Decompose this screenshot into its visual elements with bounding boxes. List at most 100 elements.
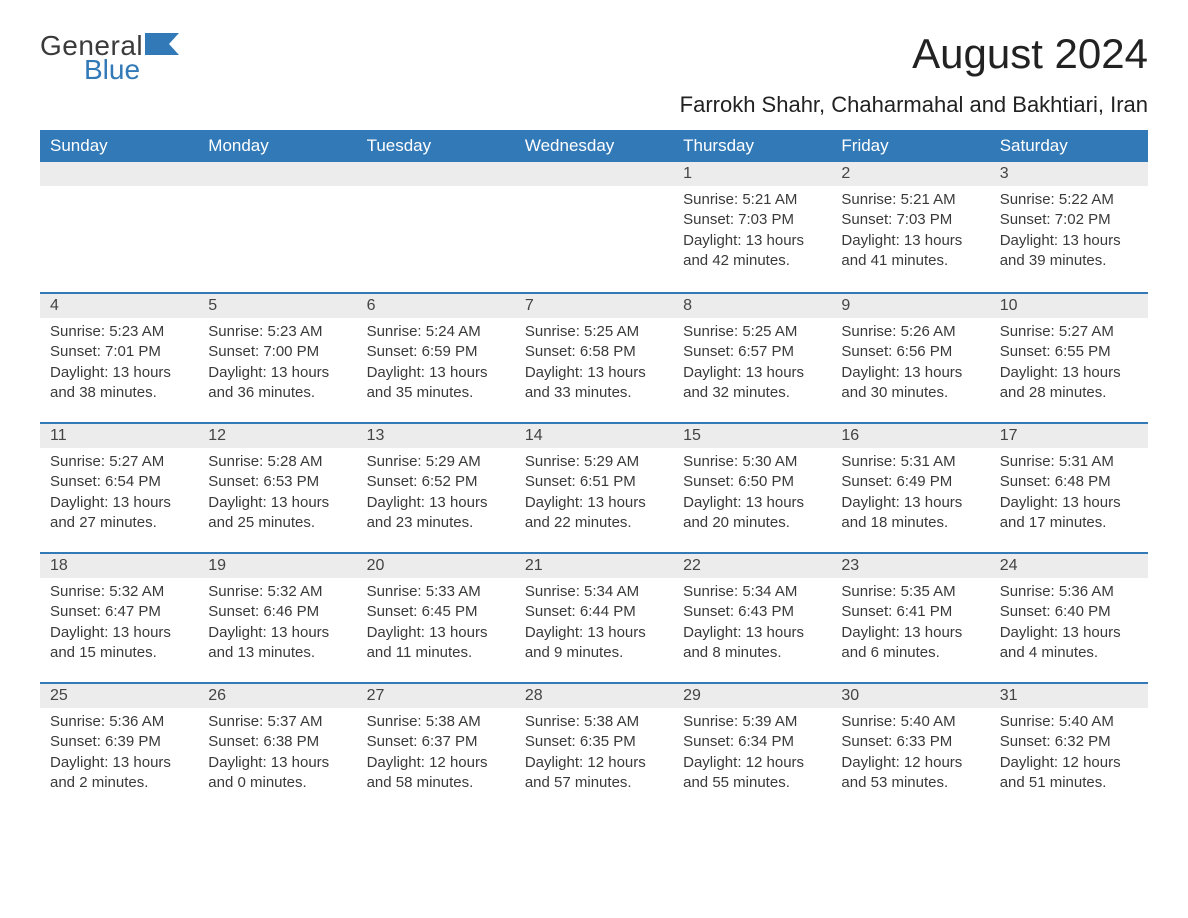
sunset-text: Sunset: 6:53 PM: [208, 472, 346, 492]
daylight-text: Daylight: 13 hours and 18 minutes.: [841, 493, 979, 534]
day-details: Sunrise: 5:29 AMSunset: 6:52 PMDaylight:…: [357, 448, 515, 543]
calendar-day-cell: 7Sunrise: 5:25 AMSunset: 6:58 PMDaylight…: [515, 292, 673, 422]
daylight-text: Daylight: 13 hours and 6 minutes.: [841, 623, 979, 664]
calendar-day-cell: 24Sunrise: 5:36 AMSunset: 6:40 PMDayligh…: [990, 552, 1148, 682]
day-number: 2: [831, 162, 989, 186]
day-number: 9: [831, 292, 989, 318]
sunrise-text: Sunrise: 5:21 AM: [683, 190, 821, 210]
daylight-text: Daylight: 13 hours and 20 minutes.: [683, 493, 821, 534]
sunrise-text: Sunrise: 5:29 AM: [525, 452, 663, 472]
sunset-text: Sunset: 7:00 PM: [208, 342, 346, 362]
day-details: Sunrise: 5:27 AMSunset: 6:54 PMDaylight:…: [40, 448, 198, 543]
day-details: Sunrise: 5:25 AMSunset: 6:58 PMDaylight:…: [515, 318, 673, 413]
daylight-text: Daylight: 12 hours and 55 minutes.: [683, 753, 821, 794]
calendar-week-row: 1Sunrise: 5:21 AMSunset: 7:03 PMDaylight…: [40, 162, 1148, 292]
sunrise-text: Sunrise: 5:36 AM: [1000, 582, 1138, 602]
sunrise-text: Sunrise: 5:21 AM: [841, 190, 979, 210]
day-number: 21: [515, 552, 673, 578]
daylight-text: Daylight: 13 hours and 39 minutes.: [1000, 231, 1138, 272]
day-details: Sunrise: 5:36 AMSunset: 6:40 PMDaylight:…: [990, 578, 1148, 673]
calendar-day-cell: 17Sunrise: 5:31 AMSunset: 6:48 PMDayligh…: [990, 422, 1148, 552]
header: General Blue August 2024: [40, 30, 1148, 86]
sunrise-text: Sunrise: 5:35 AM: [841, 582, 979, 602]
sunrise-text: Sunrise: 5:27 AM: [1000, 322, 1138, 342]
calendar-day-cell: 14Sunrise: 5:29 AMSunset: 6:51 PMDayligh…: [515, 422, 673, 552]
daylight-text: Daylight: 13 hours and 4 minutes.: [1000, 623, 1138, 664]
day-number: 10: [990, 292, 1148, 318]
sunrise-text: Sunrise: 5:33 AM: [367, 582, 505, 602]
day-number-empty: [357, 162, 515, 186]
day-details: Sunrise: 5:23 AMSunset: 7:01 PMDaylight:…: [40, 318, 198, 413]
sunset-text: Sunset: 6:43 PM: [683, 602, 821, 622]
calendar-day-cell: 3Sunrise: 5:22 AMSunset: 7:02 PMDaylight…: [990, 162, 1148, 292]
sunrise-text: Sunrise: 5:32 AM: [50, 582, 188, 602]
calendar-day-cell: 12Sunrise: 5:28 AMSunset: 6:53 PMDayligh…: [198, 422, 356, 552]
day-number: 25: [40, 682, 198, 708]
day-details: Sunrise: 5:40 AMSunset: 6:32 PMDaylight:…: [990, 708, 1148, 803]
sunset-text: Sunset: 6:32 PM: [1000, 732, 1138, 752]
sunset-text: Sunset: 7:01 PM: [50, 342, 188, 362]
sunrise-text: Sunrise: 5:26 AM: [841, 322, 979, 342]
day-details: Sunrise: 5:32 AMSunset: 6:46 PMDaylight:…: [198, 578, 356, 673]
daylight-text: Daylight: 13 hours and 2 minutes.: [50, 753, 188, 794]
sunrise-text: Sunrise: 5:29 AM: [367, 452, 505, 472]
sunset-text: Sunset: 6:48 PM: [1000, 472, 1138, 492]
weekday-header: Saturday: [990, 130, 1148, 162]
sunrise-text: Sunrise: 5:24 AM: [367, 322, 505, 342]
day-number: 20: [357, 552, 515, 578]
logo-flag-icon: [145, 33, 179, 60]
sunset-text: Sunset: 6:57 PM: [683, 342, 821, 362]
day-number: 16: [831, 422, 989, 448]
daylight-text: Daylight: 13 hours and 36 minutes.: [208, 363, 346, 404]
calendar-week-row: 4Sunrise: 5:23 AMSunset: 7:01 PMDaylight…: [40, 292, 1148, 422]
day-details: Sunrise: 5:38 AMSunset: 6:35 PMDaylight:…: [515, 708, 673, 803]
day-details: Sunrise: 5:21 AMSunset: 7:03 PMDaylight:…: [673, 186, 831, 281]
sunrise-text: Sunrise: 5:40 AM: [1000, 712, 1138, 732]
calendar-day-cell: 18Sunrise: 5:32 AMSunset: 6:47 PMDayligh…: [40, 552, 198, 682]
day-number: 8: [673, 292, 831, 318]
day-number-empty: [198, 162, 356, 186]
calendar-day-cell: [357, 162, 515, 292]
page-title: August 2024: [912, 30, 1148, 78]
sunrise-text: Sunrise: 5:37 AM: [208, 712, 346, 732]
sunset-text: Sunset: 6:50 PM: [683, 472, 821, 492]
sunset-text: Sunset: 7:03 PM: [683, 210, 821, 230]
weekday-header-row: Sunday Monday Tuesday Wednesday Thursday…: [40, 130, 1148, 162]
daylight-text: Daylight: 13 hours and 41 minutes.: [841, 231, 979, 272]
daylight-text: Daylight: 13 hours and 8 minutes.: [683, 623, 821, 664]
day-number: 4: [40, 292, 198, 318]
day-details: Sunrise: 5:35 AMSunset: 6:41 PMDaylight:…: [831, 578, 989, 673]
calendar-day-cell: 28Sunrise: 5:38 AMSunset: 6:35 PMDayligh…: [515, 682, 673, 812]
daylight-text: Daylight: 13 hours and 38 minutes.: [50, 363, 188, 404]
day-details: Sunrise: 5:39 AMSunset: 6:34 PMDaylight:…: [673, 708, 831, 803]
sunset-text: Sunset: 6:34 PM: [683, 732, 821, 752]
day-details: Sunrise: 5:37 AMSunset: 6:38 PMDaylight:…: [198, 708, 356, 803]
day-details: Sunrise: 5:34 AMSunset: 6:44 PMDaylight:…: [515, 578, 673, 673]
day-number: 23: [831, 552, 989, 578]
sunrise-text: Sunrise: 5:22 AM: [1000, 190, 1138, 210]
calendar-day-cell: 26Sunrise: 5:37 AMSunset: 6:38 PMDayligh…: [198, 682, 356, 812]
day-number: 28: [515, 682, 673, 708]
logo: General Blue: [40, 30, 179, 86]
day-number: 11: [40, 422, 198, 448]
day-number: 30: [831, 682, 989, 708]
weekday-header: Thursday: [673, 130, 831, 162]
calendar-day-cell: 27Sunrise: 5:38 AMSunset: 6:37 PMDayligh…: [357, 682, 515, 812]
day-details: Sunrise: 5:32 AMSunset: 6:47 PMDaylight:…: [40, 578, 198, 673]
sunset-text: Sunset: 6:59 PM: [367, 342, 505, 362]
calendar-day-cell: 21Sunrise: 5:34 AMSunset: 6:44 PMDayligh…: [515, 552, 673, 682]
sunset-text: Sunset: 6:52 PM: [367, 472, 505, 492]
sunset-text: Sunset: 6:58 PM: [525, 342, 663, 362]
calendar-table: Sunday Monday Tuesday Wednesday Thursday…: [40, 130, 1148, 812]
weekday-header: Sunday: [40, 130, 198, 162]
day-number: 19: [198, 552, 356, 578]
day-details: Sunrise: 5:34 AMSunset: 6:43 PMDaylight:…: [673, 578, 831, 673]
sunset-text: Sunset: 6:40 PM: [1000, 602, 1138, 622]
calendar-day-cell: 5Sunrise: 5:23 AMSunset: 7:00 PMDaylight…: [198, 292, 356, 422]
calendar-day-cell: 23Sunrise: 5:35 AMSunset: 6:41 PMDayligh…: [831, 552, 989, 682]
sunrise-text: Sunrise: 5:31 AM: [841, 452, 979, 472]
day-number: 1: [673, 162, 831, 186]
sunset-text: Sunset: 6:47 PM: [50, 602, 188, 622]
calendar-day-cell: 15Sunrise: 5:30 AMSunset: 6:50 PMDayligh…: [673, 422, 831, 552]
sunrise-text: Sunrise: 5:36 AM: [50, 712, 188, 732]
